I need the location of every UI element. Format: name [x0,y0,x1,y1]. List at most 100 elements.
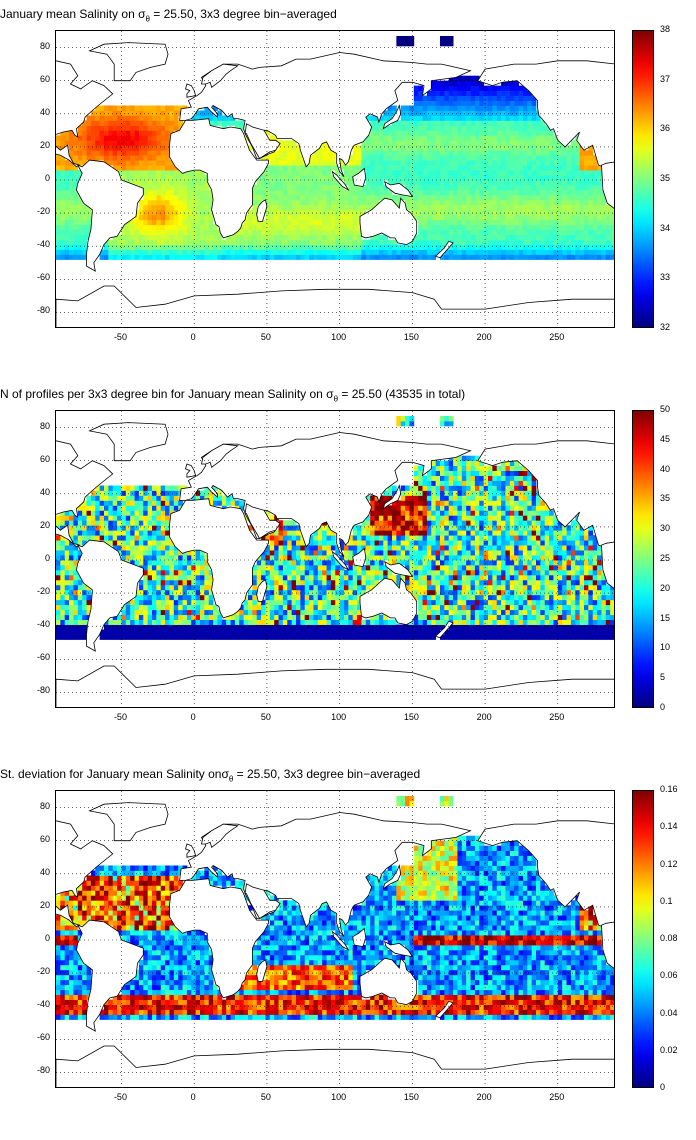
bin-cell [466,254,471,260]
bin-cell [147,505,153,511]
bin-cell [431,155,437,161]
bin-cell [274,599,279,606]
bin-cell [60,604,66,611]
bin-cell [60,609,66,616]
bin-cell [317,224,323,231]
bin-cell [274,609,279,616]
bin-cell [374,254,380,260]
bin-cell [505,145,511,151]
bin-cell [418,475,423,481]
bin-cell [278,254,284,260]
bin-cell [200,599,205,606]
y-tick-label: -60 [36,272,50,283]
bin-cell [143,135,149,141]
bin-cell [156,515,162,521]
bin-cell [195,550,201,556]
bin-cell [536,165,541,171]
bin-cell [173,234,179,240]
bin-cell [274,530,279,536]
bin-cell [213,254,218,260]
bin-cell [588,249,594,255]
bin-cell [287,594,293,601]
bin-cell [396,525,402,531]
bin-cell [191,254,197,260]
bin-cell [160,579,166,586]
bin-cell [130,224,135,231]
bin-cell [422,545,428,551]
bin-cell [186,629,192,635]
bin-cell [383,249,389,255]
bin-cell [117,490,122,496]
bin-cell [470,140,476,146]
bin-cell [195,604,201,611]
bin-cell [274,209,279,216]
bin-cell [531,224,537,231]
bin-cell [191,599,197,606]
bin-cell [117,545,122,551]
bin-cell [182,184,188,191]
bin-cell [435,175,441,181]
bin-cell [509,229,515,236]
bin-cell [514,120,519,126]
bin-cell [160,204,166,211]
bin-cell [134,170,140,176]
bin-cell [169,599,175,606]
bin-cell [191,234,197,240]
bin-cell [352,525,358,531]
bin-cell [230,120,236,126]
bin-cell [413,629,419,635]
bin-cell [435,105,441,111]
bin-cell [56,614,61,620]
bin-cell [378,564,384,571]
bin-cell [322,629,327,635]
bin-cell [470,234,476,240]
bin-cell [579,165,585,171]
bin-cell [217,120,223,126]
bin-cell [584,214,589,221]
bin-cell [426,490,432,496]
bin-cell [409,520,415,526]
bin-cell [592,239,598,245]
bin-cell [575,150,581,156]
bin-cell [518,219,524,226]
bin-cell [400,254,406,260]
bin-cell [287,224,293,231]
bin-cell [422,170,428,176]
bin-cell [160,609,166,616]
bin-cell [304,219,310,226]
bin-cell [134,604,140,611]
bin-cell [378,530,384,536]
bin-cell [365,249,371,255]
bin-cell [165,574,170,581]
bin-cell [56,520,61,526]
bin-cell [370,115,375,121]
bin-cell [117,135,122,141]
bin-cell [383,160,389,166]
bin-cell [204,244,210,250]
bin-cell [104,505,109,511]
bin-cell [435,155,441,161]
bin-cell [160,115,166,121]
bin-cell [453,224,458,231]
bin-cell [400,194,406,201]
bin-cell [160,515,166,521]
bin-cell [169,249,175,255]
x-tick-label: -50 [113,332,127,342]
bin-cell [531,95,537,101]
bin-cell [522,224,528,231]
bin-cell [409,634,415,640]
bin-cell [575,160,581,166]
bin-cell [274,229,279,236]
bin-cell [204,619,210,625]
bin-cell [344,634,349,640]
bin-cell [413,234,419,240]
bin-cell [82,150,87,156]
bin-cell [90,110,96,116]
bin-cell [426,569,432,576]
bin-cell [322,189,327,196]
bin-cell [518,160,524,166]
bin-cell [426,589,432,596]
bin-cell [200,495,205,501]
bin-cell [400,125,406,131]
bin-cell [226,234,231,240]
